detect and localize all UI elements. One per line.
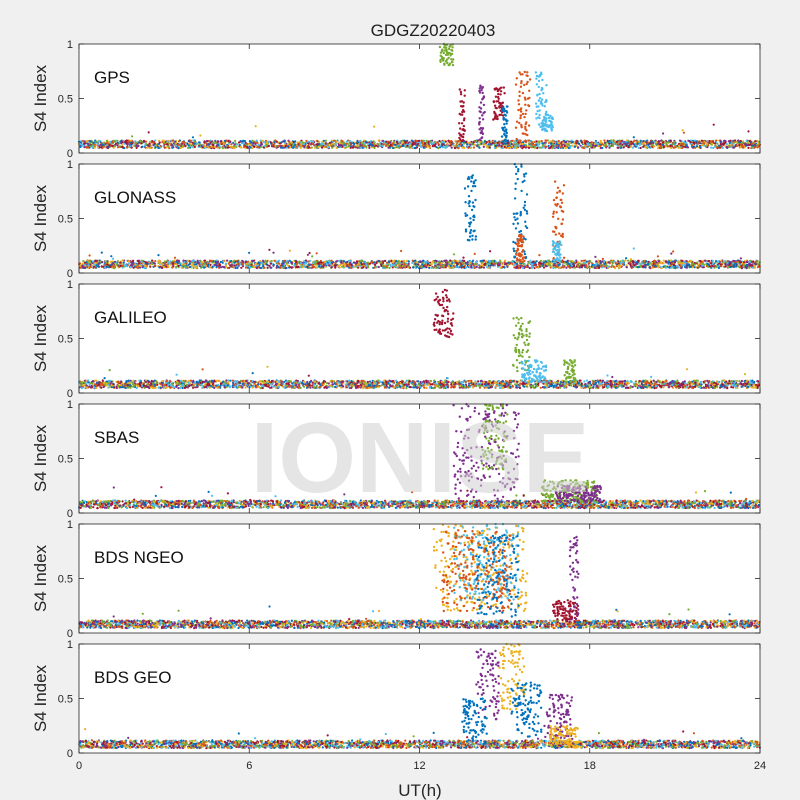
- y-tick-label: 0.5: [58, 94, 73, 106]
- panel-sbas: 0 0.5 1 S4 Index SBAS: [31, 399, 761, 520]
- plot-area: [79, 524, 760, 633]
- chart-title: GDGZ20220403: [371, 21, 496, 40]
- y-tick-label: 1: [67, 519, 73, 531]
- y-axis-label: S4 Index: [31, 544, 50, 612]
- y-tick-label: 0.5: [58, 694, 73, 706]
- y-tick-label: 0: [67, 148, 73, 160]
- y-axis-label: S4 Index: [31, 424, 50, 492]
- x-axis-label: UT(h): [398, 781, 441, 800]
- scatter-points: [78, 163, 761, 270]
- y-tick-label: 1: [67, 159, 73, 171]
- panel-galileo: 0 0.5 1 S4 Index GALILEO: [31, 279, 761, 400]
- panels-group: 0 0.5 1 S4 Index GPS 0 0.5 1 S4 Index GLONASS 0 0.5…: [31, 39, 766, 772]
- y-axis-label: S4 Index: [31, 184, 50, 252]
- y-tick-label: 0.5: [58, 214, 73, 226]
- y-tick-label: 0: [67, 628, 73, 640]
- y-tick-label: 1: [67, 639, 73, 651]
- constellation-label: BDS GEO: [94, 668, 171, 687]
- y-tick-label: 1: [67, 399, 73, 411]
- plot-area: [79, 644, 760, 753]
- y-tick-label: 0: [67, 508, 73, 520]
- y-tick-label: 0: [67, 268, 73, 280]
- x-tick-label: 12: [413, 760, 425, 772]
- scatter-points: [77, 288, 761, 390]
- x-tick-label: 6: [246, 760, 252, 772]
- plot-area: [79, 44, 760, 153]
- panel-gps: 0 0.5 1 S4 Index GPS: [31, 39, 762, 160]
- y-tick-label: 0.5: [58, 334, 73, 346]
- constellation-label: SBAS: [94, 428, 139, 447]
- panel-glonass: 0 0.5 1 S4 Index GLONASS: [31, 159, 761, 280]
- plot-area: [79, 284, 760, 393]
- x-tick-label: 18: [584, 760, 596, 772]
- y-tick-label: 1: [67, 279, 73, 291]
- y-axis-label: S4 Index: [31, 664, 50, 732]
- watermark: IONISE: [251, 402, 590, 514]
- panel-bds-geo: 0 0.5 1 0 6 12 18 24 S4 Index BDS GEO: [31, 639, 766, 772]
- constellation-label: GPS: [94, 68, 130, 87]
- constellation-label: GALILEO: [94, 308, 167, 327]
- scatter-points: [78, 642, 761, 750]
- y-tick-label: 0.5: [58, 574, 73, 586]
- scatter-points: [78, 522, 761, 630]
- plot-area: [79, 164, 760, 273]
- panel-bds-ngeo: 0 0.5 1 S4 Index BDS NGEO: [31, 519, 761, 640]
- scatter-points: [78, 403, 761, 510]
- scatter-points: [77, 42, 762, 150]
- x-tick-label: 24: [754, 760, 766, 772]
- y-tick-label: 1: [67, 39, 73, 51]
- constellation-label: GLONASS: [94, 188, 176, 207]
- x-tick-label: 0: [76, 760, 82, 772]
- plot-area: [79, 404, 760, 513]
- y-tick-label: 0.5: [58, 454, 73, 466]
- y-tick-label: 0: [67, 748, 73, 760]
- y-axis-label: S4 Index: [31, 304, 50, 372]
- y-tick-label: 0: [67, 388, 73, 400]
- y-axis-label: S4 Index: [31, 64, 50, 132]
- constellation-label: BDS NGEO: [94, 548, 184, 567]
